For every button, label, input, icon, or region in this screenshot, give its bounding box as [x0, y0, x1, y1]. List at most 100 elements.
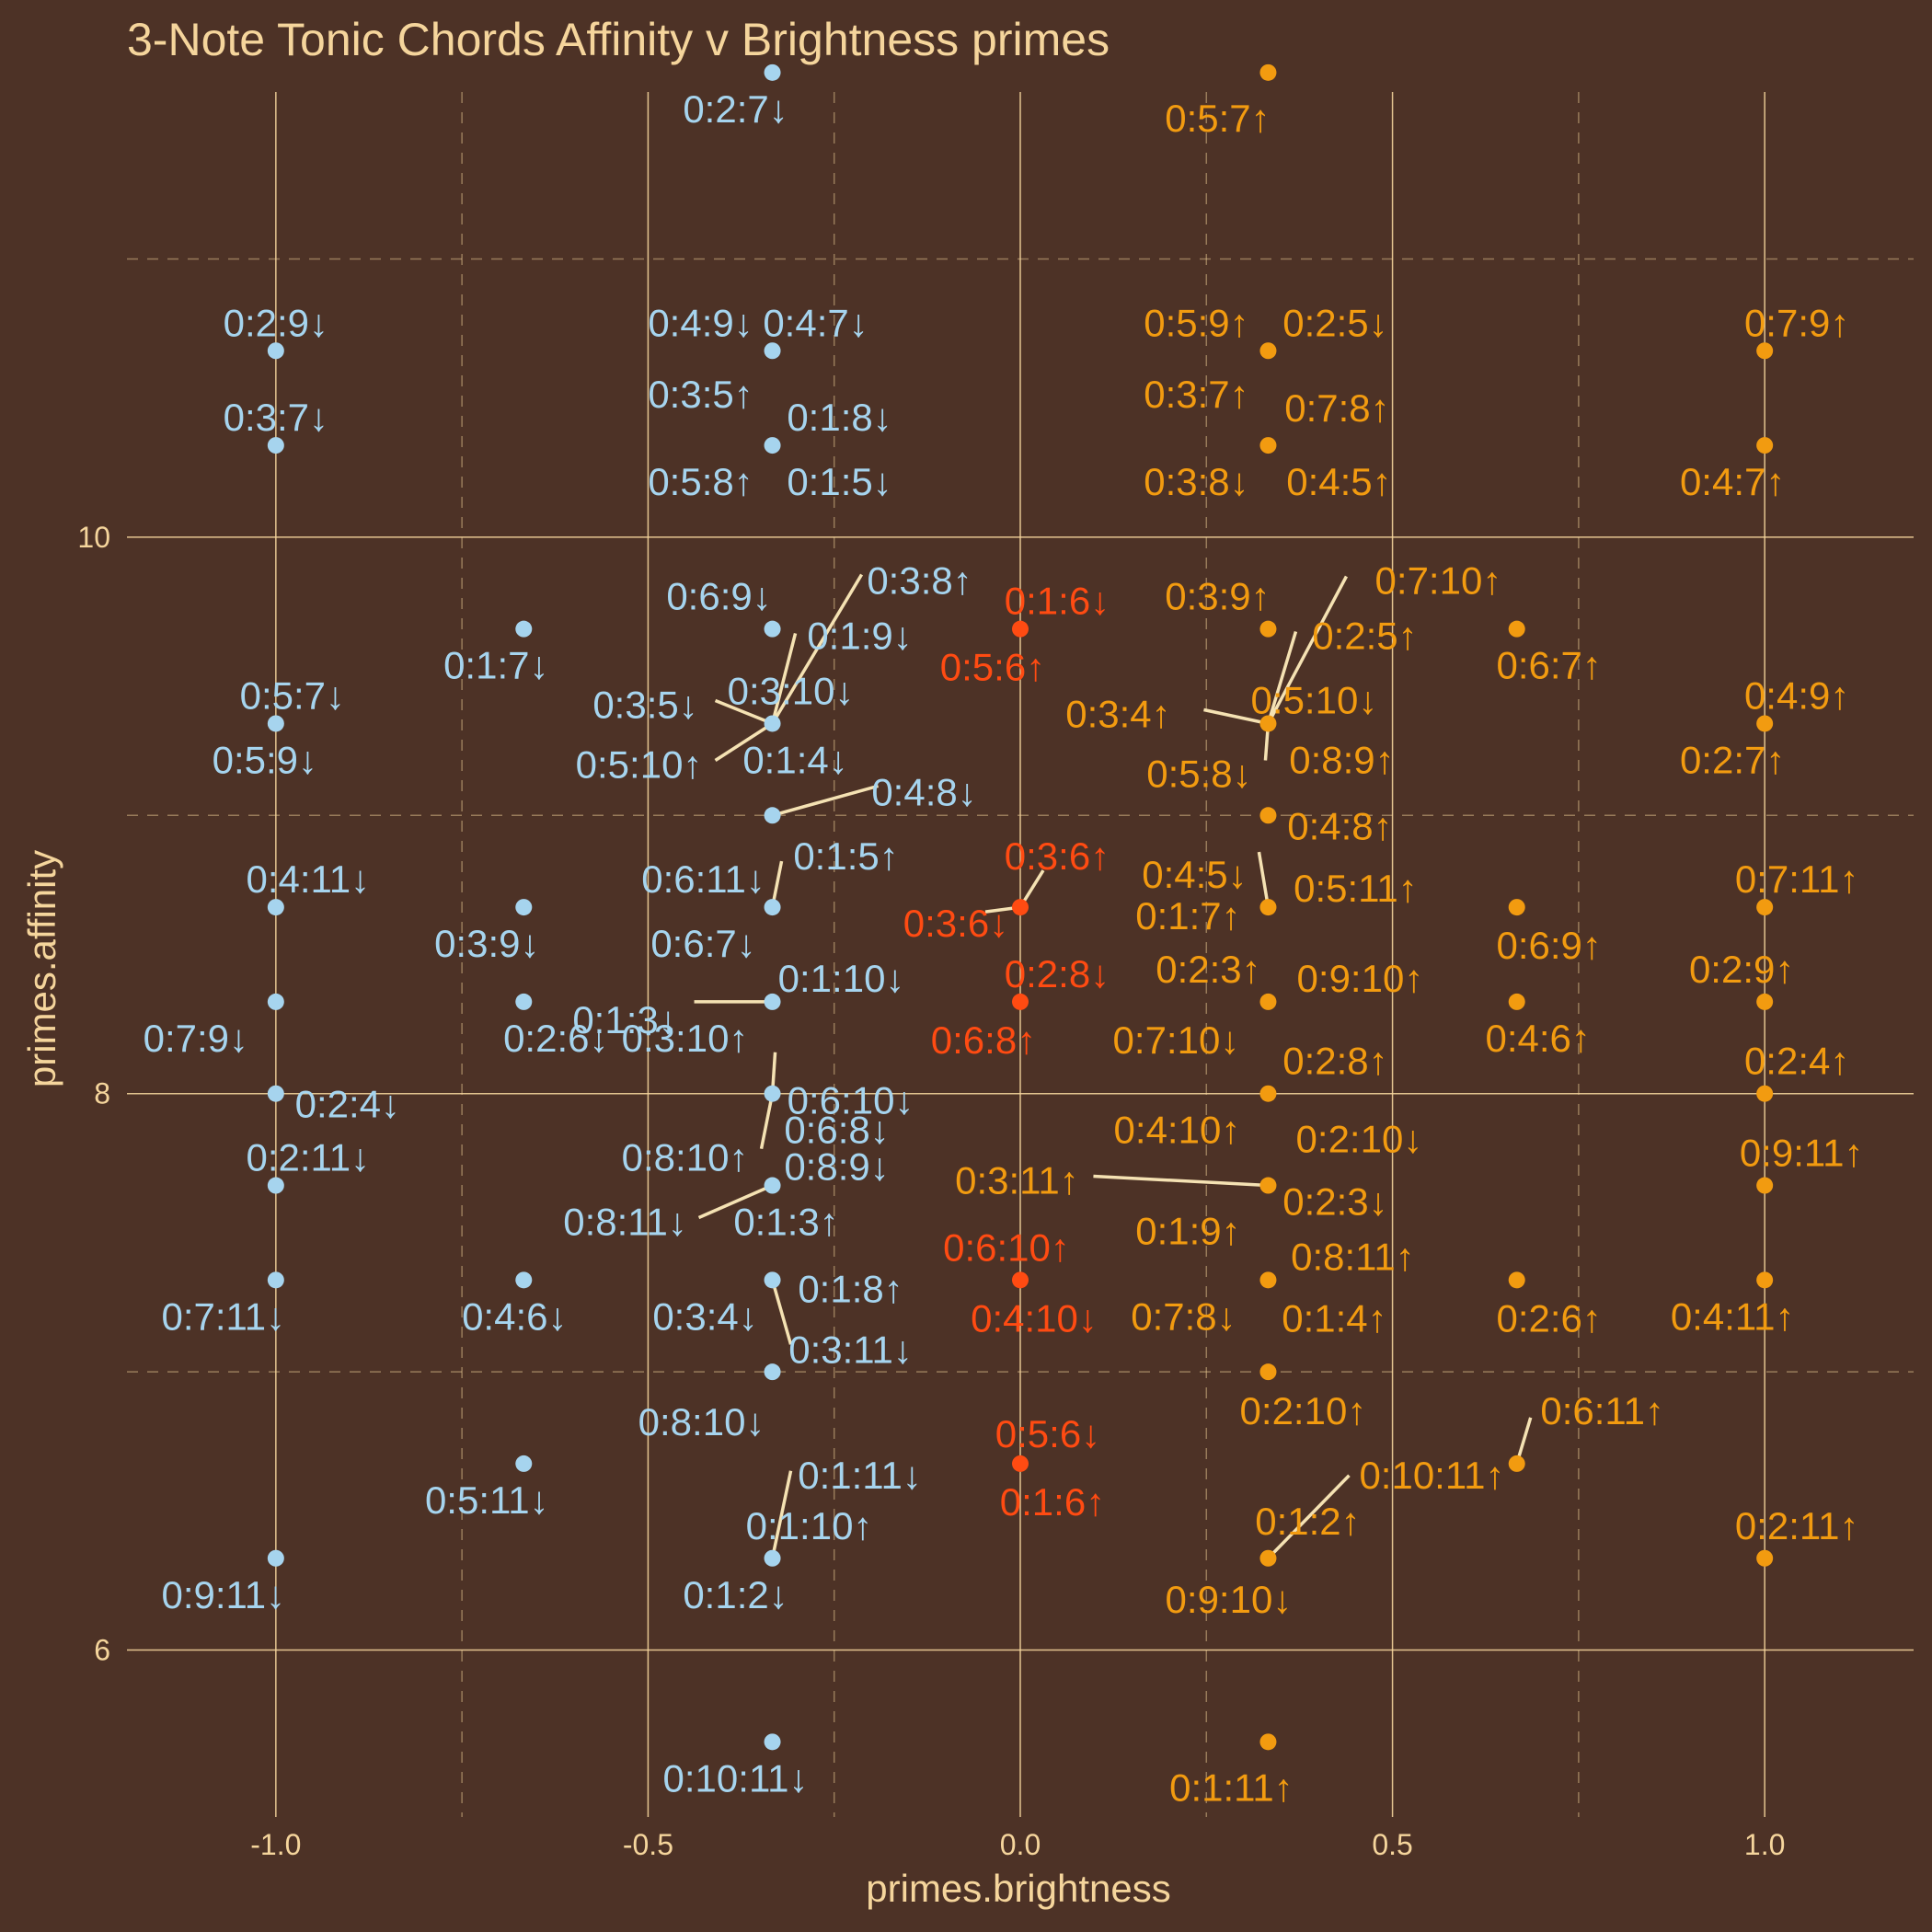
point-label: 0:4:5↓	[1142, 853, 1247, 896]
point-label: 0:2:9↑	[1689, 948, 1794, 991]
data-point	[764, 1733, 781, 1751]
leader-line	[770, 1279, 793, 1345]
point-label: 0:1:4↓	[742, 738, 847, 781]
point-label: 0:6:10↓	[788, 1079, 914, 1122]
leader-line	[770, 633, 798, 724]
point-label: 0:4:11↑	[1671, 1294, 1795, 1338]
data-point	[267, 437, 284, 454]
data-point	[764, 620, 781, 638]
y-axis-title: primes.affinity	[20, 850, 63, 1087]
point-label: 0:3:9↑	[1165, 575, 1270, 618]
point-label: 0:10:11↓	[663, 1756, 809, 1800]
point-label: 0:1:10↑	[746, 1504, 873, 1547]
data-point	[1259, 715, 1277, 732]
x-tick-label: 0.0	[1000, 1828, 1041, 1861]
point-label: 0:1:9↓	[807, 614, 912, 657]
point-label: 0:3:8↓	[1144, 460, 1248, 503]
leader-line	[1266, 630, 1298, 724]
point-label: 0:4:5↑	[1286, 460, 1391, 503]
point-label: 0:5:8↓	[1146, 752, 1251, 795]
point-labels: 0:2:9↓ 0:3:7↓ 0:5:7↓ 0:5:9↓ 0:4:11↓ 0:7:9↓ 0:2…	[144, 87, 1864, 1810]
point-label: 0:2:3↑	[1156, 948, 1260, 991]
data-point	[1012, 899, 1029, 916]
point-label: 0:4:6↑	[1486, 1017, 1591, 1060]
data-point	[1508, 899, 1525, 916]
point-label: 0:3:5↓	[592, 683, 697, 726]
point-label: 0:3:11↓	[788, 1328, 913, 1371]
point-label: 0:6:9↑	[1497, 924, 1602, 967]
point-label: 0:7:10↓	[1113, 1018, 1240, 1062]
point-label: 0:6:9↓	[666, 575, 771, 618]
data-point	[1756, 1549, 1774, 1567]
data-point	[1259, 1177, 1277, 1194]
y-tick-label: 8	[94, 1077, 110, 1110]
point-label: 0:2:6↑	[1497, 1296, 1602, 1340]
point-label: 0:5:6↓	[995, 1412, 1100, 1455]
point-label: 0:9:10↑	[1297, 957, 1424, 1000]
data-point	[1259, 342, 1277, 360]
point-label: 0:8:10↑	[622, 1136, 749, 1179]
data-point	[1259, 1085, 1277, 1102]
point-label: 0:1:11↓	[798, 1454, 922, 1497]
point-label: 0:2:7↓	[683, 87, 788, 131]
data-point	[515, 620, 533, 638]
leader-line	[771, 573, 864, 725]
point-label: 0:1:6↑	[1000, 1480, 1105, 1524]
point-label: 0:6:10↑	[943, 1225, 1070, 1269]
point-label: 0:5:8↑	[648, 460, 753, 503]
leader-line	[714, 698, 774, 726]
x-tick-label: -1.0	[250, 1828, 301, 1861]
point-label: 0:1:8↑	[798, 1267, 903, 1310]
point-label: 0:2:10↓	[1296, 1118, 1423, 1161]
point-label: 0:4:8↓	[871, 770, 976, 813]
point-label: 0:7:11↓	[162, 1294, 286, 1338]
point-label: 0:3:7↑	[1144, 373, 1248, 416]
point-label: 0:1:9↑	[1135, 1210, 1240, 1253]
data-point	[267, 342, 284, 360]
x-tick-label: 0.5	[1372, 1828, 1412, 1861]
point-label: 0:5:10↑	[576, 742, 703, 786]
point-label: 0:4:9↑	[1744, 673, 1849, 717]
point-label: 0:2:11↑	[1735, 1504, 1859, 1547]
point-label: 0:7:11↑	[1735, 857, 1859, 901]
leader-line	[1093, 1174, 1269, 1188]
point-label: 0:1:7↓	[443, 644, 548, 687]
x-axis-title: primes.brightness	[866, 1867, 1170, 1910]
point-label: 0:1:10↓	[778, 957, 905, 1000]
point-label: 0:3:10↓	[728, 669, 855, 712]
point-label: 0:5:7↓	[240, 673, 345, 717]
data-point	[1756, 1085, 1774, 1102]
leader-line	[1267, 1474, 1351, 1559]
point-label: 0:1:8↓	[787, 396, 891, 439]
point-label: 0:6:8↑	[931, 1018, 1036, 1062]
point-label: 0:8:11↑	[1291, 1235, 1415, 1278]
data-point	[1012, 1455, 1029, 1472]
point-label: 0:1:4↑	[1282, 1296, 1386, 1340]
data-point	[1508, 1455, 1525, 1472]
data-point	[764, 1549, 781, 1567]
point-label: 0:5:9↑	[1144, 301, 1248, 344]
point-label: 0:3:10↑	[622, 1017, 749, 1060]
point-label: 0:5:11↑	[1294, 867, 1418, 910]
data-point	[1012, 1271, 1029, 1289]
data-point	[267, 1177, 284, 1194]
data-point	[764, 1363, 781, 1381]
data-point	[1259, 620, 1277, 638]
leader-line	[1266, 575, 1348, 725]
data-point	[515, 899, 533, 916]
data-point	[764, 1085, 781, 1102]
data-point	[1259, 1549, 1277, 1567]
leader-line	[1203, 707, 1269, 726]
data-point	[1259, 807, 1277, 824]
data-point	[267, 899, 284, 916]
point-label: 0:4:7↓	[763, 301, 868, 344]
point-label: 0:2:7↑	[1680, 738, 1785, 781]
point-label: 0:6:11↑	[1540, 1389, 1664, 1432]
data-point	[515, 1271, 533, 1289]
axis-ticks: -1.0 -0.5 0.0 0.5 1.0 6 8 10	[77, 521, 1785, 1861]
data-point	[764, 63, 781, 81]
data-point	[1508, 993, 1525, 1010]
point-label: 0:3:8↑	[867, 558, 972, 602]
data-point	[764, 993, 781, 1010]
